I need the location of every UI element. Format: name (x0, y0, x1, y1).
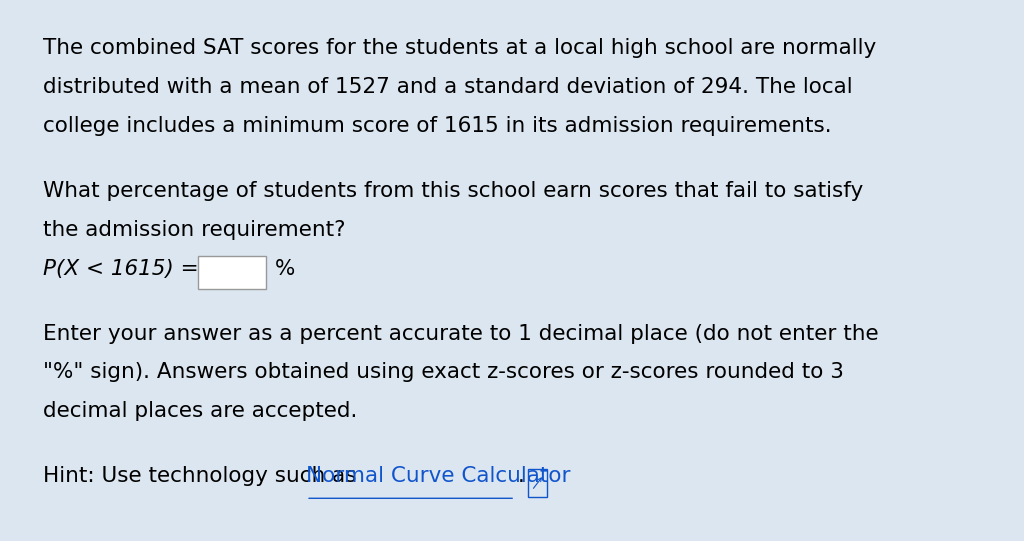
Text: college includes a minimum score of 1615 in its admission requirements.: college includes a minimum score of 1615… (43, 116, 831, 136)
Text: the admission requirement?: the admission requirement? (43, 220, 345, 240)
Text: "%" sign). Answers obtained using exact z-scores or z-scores rounded to 3: "%" sign). Answers obtained using exact … (43, 362, 844, 382)
Text: Normal Curve Calculator: Normal Curve Calculator (306, 466, 570, 486)
Text: .: . (518, 466, 524, 486)
Text: What percentage of students from this school earn scores that fail to satisfy: What percentage of students from this sc… (43, 181, 863, 201)
Text: P(X < 1615) =: P(X < 1615) = (43, 259, 205, 279)
Text: Hint: Use technology such as: Hint: Use technology such as (43, 466, 362, 486)
Text: %: % (275, 259, 296, 279)
Text: The combined SAT scores for the students at a local high school are normally: The combined SAT scores for the students… (43, 38, 876, 58)
FancyBboxPatch shape (528, 469, 547, 497)
Text: decimal places are accepted.: decimal places are accepted. (43, 401, 357, 421)
Text: distributed with a mean of 1527 and a standard deviation of 294. The local: distributed with a mean of 1527 and a st… (43, 77, 852, 97)
Text: Enter your answer as a percent accurate to 1 decimal place (do not enter the: Enter your answer as a percent accurate … (43, 324, 879, 344)
FancyBboxPatch shape (198, 256, 266, 289)
